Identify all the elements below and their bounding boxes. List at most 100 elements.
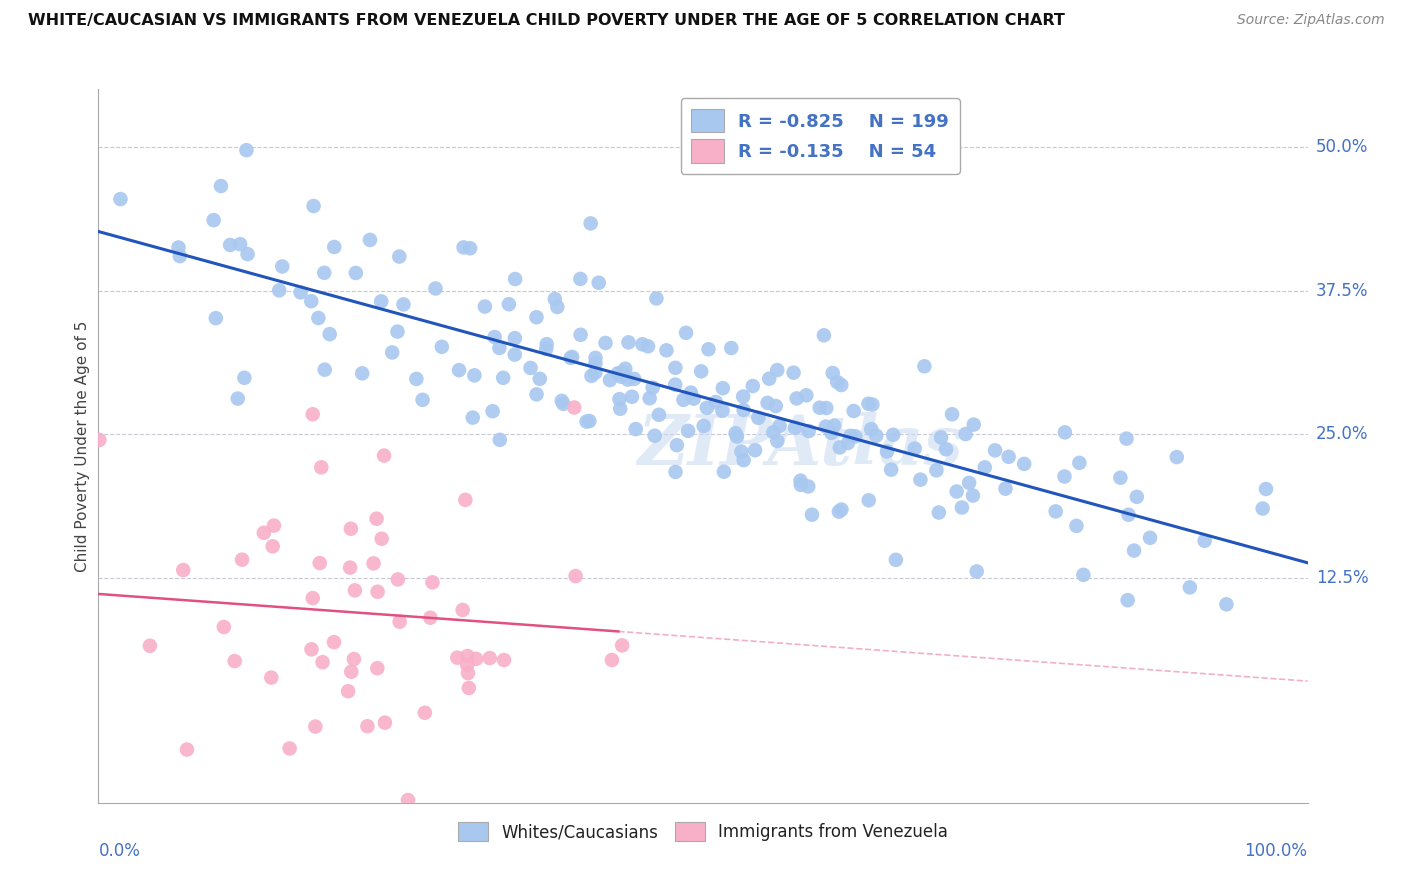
- Point: [224, 654, 246, 668]
- Point: [447, 363, 470, 377]
- Point: [882, 427, 904, 442]
- Point: [786, 392, 808, 406]
- Point: [690, 364, 713, 378]
- Point: [1123, 543, 1146, 558]
- Point: [366, 661, 388, 675]
- Point: [765, 399, 787, 413]
- Point: [966, 565, 988, 579]
- Point: [945, 484, 967, 499]
- Point: [696, 401, 718, 415]
- Point: [828, 441, 851, 455]
- Point: [941, 407, 963, 421]
- Point: [973, 460, 995, 475]
- Point: [664, 360, 686, 375]
- Point: [1109, 471, 1132, 485]
- Point: [323, 240, 346, 254]
- Point: [337, 684, 360, 698]
- Point: [498, 297, 520, 311]
- Point: [910, 473, 932, 487]
- Point: [682, 392, 704, 406]
- Point: [808, 401, 831, 415]
- Point: [1066, 519, 1088, 533]
- Point: [928, 506, 950, 520]
- Point: [396, 793, 419, 807]
- Point: [263, 518, 285, 533]
- Point: [529, 372, 551, 386]
- Point: [655, 343, 678, 358]
- Point: [412, 392, 434, 407]
- Point: [664, 377, 686, 392]
- Legend: Whites/Caucasians, Immigrants from Venezuela: Whites/Caucasians, Immigrants from Venez…: [451, 815, 955, 848]
- Point: [1118, 508, 1140, 522]
- Point: [481, 404, 503, 418]
- Point: [110, 192, 132, 206]
- Point: [1115, 432, 1137, 446]
- Point: [713, 465, 735, 479]
- Point: [645, 292, 668, 306]
- Point: [641, 381, 664, 395]
- Point: [631, 337, 654, 351]
- Point: [842, 404, 865, 418]
- Point: [503, 272, 526, 286]
- Point: [308, 556, 330, 570]
- Point: [756, 396, 779, 410]
- Point: [453, 240, 475, 254]
- Point: [865, 428, 887, 442]
- Point: [837, 436, 859, 450]
- Point: [456, 657, 478, 672]
- Point: [984, 443, 1007, 458]
- Point: [644, 429, 666, 443]
- Point: [301, 591, 323, 606]
- Point: [697, 343, 720, 357]
- Point: [536, 337, 558, 351]
- Point: [623, 372, 645, 386]
- Point: [876, 444, 898, 458]
- Point: [858, 493, 880, 508]
- Point: [260, 671, 283, 685]
- Point: [997, 450, 1019, 464]
- Point: [318, 327, 340, 342]
- Point: [343, 583, 366, 598]
- Point: [89, 433, 111, 447]
- Point: [290, 285, 312, 300]
- Point: [219, 238, 242, 252]
- Point: [733, 403, 755, 417]
- Point: [585, 356, 607, 370]
- Point: [387, 573, 409, 587]
- Point: [419, 610, 441, 624]
- Point: [359, 233, 381, 247]
- Point: [1053, 425, 1076, 440]
- Point: [204, 311, 226, 326]
- Point: [747, 410, 769, 425]
- Point: [616, 372, 638, 386]
- Point: [600, 653, 623, 667]
- Point: [388, 615, 411, 629]
- Text: Source: ZipAtlas.com: Source: ZipAtlas.com: [1237, 13, 1385, 28]
- Point: [569, 327, 592, 342]
- Point: [474, 300, 496, 314]
- Point: [519, 360, 541, 375]
- Point: [730, 444, 752, 458]
- Point: [1178, 580, 1201, 594]
- Point: [575, 415, 598, 429]
- Point: [579, 216, 602, 230]
- Point: [825, 375, 848, 389]
- Point: [637, 339, 659, 353]
- Point: [624, 422, 647, 436]
- Point: [562, 401, 585, 415]
- Point: [744, 443, 766, 458]
- Point: [560, 351, 582, 365]
- Text: ZIPAtlas: ZIPAtlas: [637, 412, 963, 480]
- Point: [387, 325, 409, 339]
- Point: [794, 388, 817, 402]
- Point: [388, 250, 411, 264]
- Point: [405, 372, 427, 386]
- Point: [323, 635, 346, 649]
- Point: [307, 310, 329, 325]
- Point: [457, 648, 479, 663]
- Text: 100.0%: 100.0%: [1244, 842, 1308, 860]
- Point: [858, 397, 880, 411]
- Point: [451, 603, 474, 617]
- Point: [301, 407, 323, 421]
- Point: [413, 706, 436, 720]
